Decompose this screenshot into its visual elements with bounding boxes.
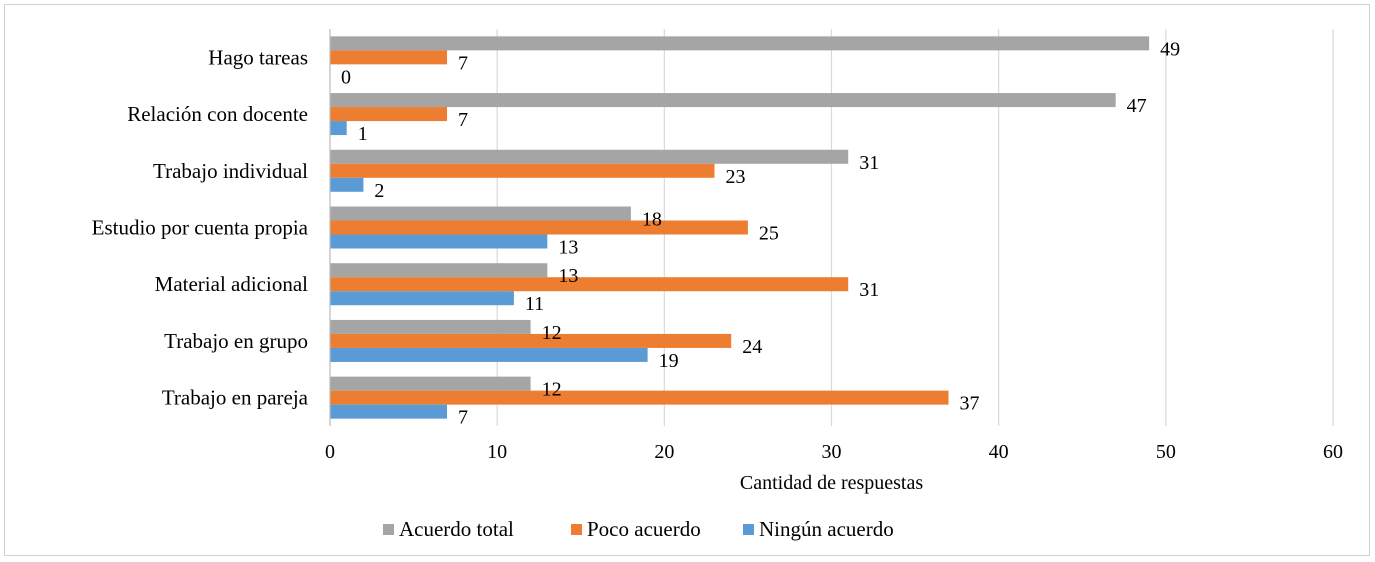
value-axis: 0 10 20 30 40 50 60 bbox=[325, 441, 1343, 463]
legend-swatch-1 bbox=[571, 524, 582, 535]
x-tick-label-3: 30 bbox=[822, 441, 842, 463]
legend-label-0: Acuerdo total bbox=[399, 517, 514, 541]
bar-0-2 bbox=[330, 149, 849, 164]
bar-1-3 bbox=[330, 220, 748, 235]
data-label-2-4: 11 bbox=[525, 293, 544, 315]
bar-1-1 bbox=[330, 107, 448, 122]
category-label-1: Relación con docente bbox=[127, 102, 308, 126]
bar-1-2 bbox=[330, 163, 715, 178]
bar-0-1 bbox=[330, 93, 1116, 108]
data-label-0-5: 12 bbox=[542, 322, 562, 344]
data-label-2-1: 1 bbox=[358, 123, 368, 145]
x-tick-label-4: 40 bbox=[989, 441, 1009, 463]
data-label-0-4: 13 bbox=[558, 265, 578, 287]
data-label-0-3: 18 bbox=[642, 209, 662, 231]
data-labels: 49 7 0 47 7 1 31 23 2 18 25 13 13 31 11 12 24 19 12 37 7 bbox=[341, 38, 1180, 428]
legend-label-2: Ningún acuerdo bbox=[759, 517, 894, 541]
data-label-2-5: 19 bbox=[659, 350, 679, 372]
bar-1-6 bbox=[330, 390, 949, 405]
data-label-2-0: 0 bbox=[341, 66, 351, 88]
bar-1-0 bbox=[330, 50, 448, 65]
bars bbox=[330, 36, 1150, 419]
data-label-2-3: 13 bbox=[558, 237, 578, 259]
category-label-3: Estudio por cuenta propia bbox=[92, 216, 309, 240]
category-label-6: Trabajo en pareja bbox=[162, 386, 309, 410]
legend-swatch-0 bbox=[383, 524, 394, 535]
bar-0-5 bbox=[330, 319, 531, 334]
legend-label-1: Poco acuerdo bbox=[587, 517, 701, 541]
legend-swatch-2 bbox=[743, 524, 754, 535]
legend: Acuerdo total Poco acuerdo Ningún acuerdo bbox=[383, 517, 894, 541]
data-label-0-2: 31 bbox=[859, 152, 879, 174]
data-label-0-0: 49 bbox=[1160, 38, 1180, 60]
bar-chart: 49 7 0 47 7 1 31 23 2 18 25 13 13 31 11 12 24 19 12 37 7 Hag… bbox=[92, 29, 1343, 541]
x-tick-label-5: 50 bbox=[1156, 441, 1176, 463]
data-label-1-5: 24 bbox=[742, 336, 762, 358]
bar-2-6 bbox=[330, 404, 448, 419]
data-label-1-1: 7 bbox=[458, 109, 468, 131]
data-label-0-1: 47 bbox=[1127, 95, 1147, 117]
bar-0-3 bbox=[330, 206, 631, 221]
category-label-4: Material adicional bbox=[155, 272, 309, 296]
x-tick-label-1: 10 bbox=[487, 441, 507, 463]
bar-2-4 bbox=[330, 291, 514, 306]
category-label-5: Trabajo en grupo bbox=[164, 329, 308, 353]
bar-2-2 bbox=[330, 177, 364, 192]
data-label-1-0: 7 bbox=[458, 52, 468, 74]
bar-1-4 bbox=[330, 277, 849, 292]
data-label-1-4: 31 bbox=[859, 279, 879, 301]
bar-1-5 bbox=[330, 333, 732, 348]
bar-2-5 bbox=[330, 347, 648, 362]
data-label-1-6: 37 bbox=[960, 393, 980, 415]
x-tick-label-6: 60 bbox=[1323, 441, 1343, 463]
bar-2-3 bbox=[330, 234, 548, 249]
category-axis: Hago tareas Relación con docente Trabajo i… bbox=[92, 29, 331, 426]
x-tick-label-2: 20 bbox=[654, 441, 674, 463]
x-tick-label-0: 0 bbox=[325, 441, 335, 463]
bar-0-4 bbox=[330, 263, 548, 278]
data-label-1-2: 23 bbox=[725, 166, 745, 188]
bar-2-1 bbox=[330, 121, 347, 136]
data-label-2-6: 7 bbox=[458, 407, 468, 429]
data-label-1-3: 25 bbox=[759, 223, 779, 245]
bar-0-6 bbox=[330, 376, 531, 391]
x-axis-title: Cantidad de respuestas bbox=[740, 472, 923, 494]
chart-frame: 49 7 0 47 7 1 31 23 2 18 25 13 13 31 11 12 24 19 12 37 7 Hag… bbox=[4, 4, 1370, 556]
data-label-0-6: 12 bbox=[542, 379, 562, 401]
category-label-2: Trabajo individual bbox=[153, 159, 308, 183]
category-label-0: Hago tareas bbox=[208, 45, 308, 69]
data-label-2-2: 2 bbox=[374, 180, 384, 202]
bar-0-0 bbox=[330, 36, 1150, 51]
